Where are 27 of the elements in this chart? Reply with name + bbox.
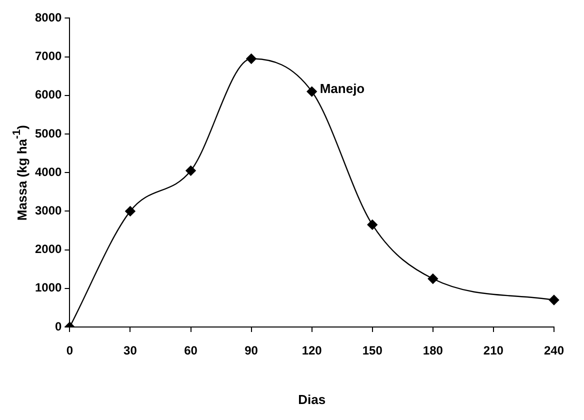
point bbox=[306, 86, 317, 97]
x-tick-label: 60 bbox=[184, 344, 198, 358]
x-tick-label: 150 bbox=[362, 344, 383, 358]
x-tick-label: 0 bbox=[66, 344, 74, 358]
y-tick-label: 7000 bbox=[34, 49, 62, 64]
y-tick-label: 1000 bbox=[34, 280, 62, 295]
y-tick-label: 3000 bbox=[34, 204, 62, 218]
x-axis-title: Dias bbox=[298, 392, 326, 407]
y-tick-label: 8000 bbox=[34, 10, 62, 25]
point bbox=[125, 206, 136, 216]
y-tick-label: 4000 bbox=[34, 164, 62, 179]
point bbox=[428, 274, 438, 284]
point bbox=[367, 220, 378, 230]
point bbox=[186, 166, 196, 176]
x-tick-label: 240 bbox=[544, 344, 564, 358]
x-tick-label: 210 bbox=[483, 344, 504, 358]
x-tick-label: 120 bbox=[302, 344, 322, 358]
y-tick-label: 2000 bbox=[34, 242, 62, 256]
point bbox=[246, 54, 256, 64]
x-tick-label: 30 bbox=[124, 344, 138, 358]
y-tick-label: 6000 bbox=[34, 88, 62, 102]
x-tick-label: 180 bbox=[422, 344, 444, 358]
y-tick-label: 5000 bbox=[34, 126, 62, 140]
annotation: Manejo bbox=[320, 81, 365, 96]
x-tick-label: 90 bbox=[244, 344, 258, 358]
point bbox=[548, 294, 560, 306]
y-tick-label: 0 bbox=[55, 319, 62, 334]
